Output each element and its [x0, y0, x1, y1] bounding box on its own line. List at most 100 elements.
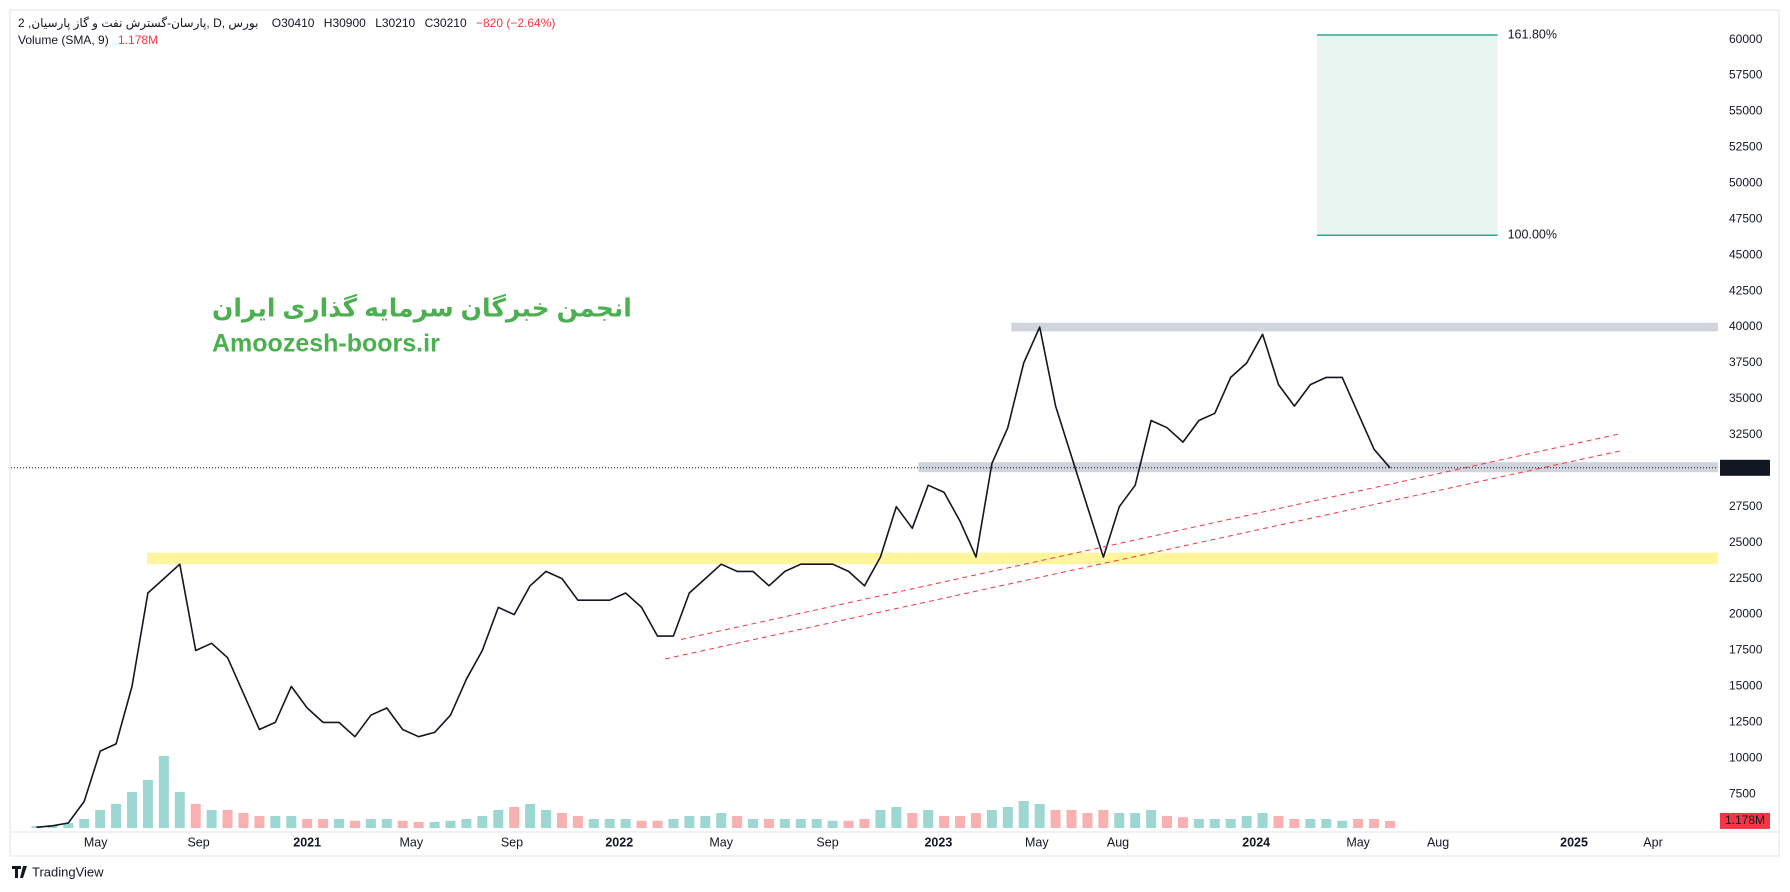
volume-bar	[63, 823, 74, 828]
y-tick-label: 17500	[1729, 643, 1763, 657]
x-tick-label: May	[1346, 835, 1370, 849]
y-tick-label: 47500	[1729, 211, 1763, 225]
volume-bar	[779, 819, 790, 828]
volume-bar	[763, 819, 774, 828]
volume-bar	[413, 822, 424, 828]
volume-bar	[349, 820, 360, 828]
x-tick-label: Aug	[1107, 835, 1129, 849]
last-price-label: 30210	[1728, 460, 1762, 474]
volume-bar	[509, 807, 520, 828]
volume-bar	[748, 819, 759, 828]
x-tick-label: May	[84, 835, 108, 849]
y-tick-label: 7500	[1729, 786, 1756, 800]
header: پارسان-گسترش نفت و گاز پارسیان, 2, D, بو…	[18, 16, 555, 31]
volume-bar	[142, 780, 153, 828]
volume-bar	[1082, 813, 1093, 828]
volume-bar	[572, 816, 583, 828]
volume-bar	[158, 756, 169, 828]
trend-line	[665, 450, 1621, 660]
y-tick-label: 60000	[1729, 32, 1763, 46]
volume-bar	[397, 820, 408, 828]
volume-bar	[302, 819, 313, 828]
volume-bar	[811, 819, 822, 828]
volume-bar	[1289, 819, 1300, 828]
volume-bar	[1193, 819, 1204, 828]
x-tick-label: 2025	[1560, 835, 1588, 849]
volume-bar	[700, 816, 711, 828]
volume-bar	[381, 819, 392, 828]
zone	[1011, 322, 1718, 332]
x-tick-label: Sep	[501, 835, 523, 849]
x-tick-label: May	[400, 835, 424, 849]
volume-bar	[334, 819, 345, 828]
volume-bar	[859, 819, 870, 828]
volume-bar	[652, 820, 663, 828]
volume-bar	[604, 819, 615, 828]
volume-bar	[79, 819, 90, 828]
volume-bar	[795, 819, 806, 828]
volume-bar	[684, 816, 695, 828]
y-tick-label: 25000	[1729, 535, 1763, 549]
volume-bar	[939, 816, 950, 828]
volume-bar	[461, 819, 472, 828]
volume-label: Volume (SMA, 9)	[18, 33, 109, 47]
symbol: پارسان-گسترش نفت و گاز پارسیان, 2, D, بو…	[18, 16, 258, 31]
volume-bar	[238, 813, 249, 828]
y-tick-label: 37500	[1729, 355, 1763, 369]
volume-bar	[955, 816, 966, 828]
y-tick-label: 55000	[1729, 104, 1763, 118]
ohlc-open: O30410	[272, 16, 315, 30]
volume-badge-label: 1.178M	[1725, 813, 1765, 827]
volume-bar	[174, 792, 185, 828]
x-tick-label: May	[1025, 835, 1049, 849]
volume-bar	[556, 813, 567, 828]
price-line	[36, 326, 1391, 829]
volume-bar	[1130, 813, 1141, 828]
y-tick-label: 35000	[1729, 391, 1763, 405]
volume-bar	[668, 819, 679, 828]
x-tick-label: 2023	[924, 835, 952, 849]
volume-bar	[1337, 820, 1348, 828]
volume-bar	[1018, 801, 1029, 828]
y-tick-label: 50000	[1729, 176, 1763, 190]
x-tick-label: 2024	[1242, 835, 1270, 849]
volume-bar	[222, 810, 233, 828]
volume-bar	[923, 810, 934, 828]
volume-bar	[1305, 819, 1316, 828]
volume-bar	[636, 820, 647, 828]
y-tick-label: 10000	[1729, 750, 1763, 764]
volume-bar	[1114, 813, 1125, 828]
volume-bar	[1002, 807, 1013, 828]
trend-line	[680, 433, 1621, 640]
volume-bar	[1353, 819, 1364, 828]
volume-bar	[1066, 810, 1077, 828]
brand: TradingView	[32, 864, 104, 879]
volume-bar	[1177, 817, 1188, 828]
volume-bar	[1241, 816, 1252, 828]
x-tick-label: Apr	[1643, 835, 1662, 849]
brand-icon	[12, 866, 27, 878]
volume-bar	[429, 822, 440, 828]
volume-bar	[1225, 819, 1236, 828]
volume-bar	[477, 816, 488, 828]
y-tick-label: 22500	[1729, 571, 1763, 585]
volume-bar	[843, 820, 854, 828]
y-tick-label: 20000	[1729, 607, 1763, 621]
volume-bar	[445, 820, 456, 828]
volume-bar	[1209, 819, 1220, 828]
volume-bar	[1384, 820, 1395, 828]
volume-bar	[1050, 810, 1061, 828]
volume-bar	[1257, 813, 1268, 828]
x-tick-label: May	[709, 835, 733, 849]
volume-bar	[1146, 810, 1157, 828]
y-tick-label: 45000	[1729, 247, 1763, 261]
volume-bar	[206, 810, 217, 828]
x-tick-label: 2021	[293, 835, 321, 849]
ohlc-high: H30900	[324, 16, 366, 30]
volume-bar	[1098, 810, 1109, 828]
volume-bar	[95, 810, 106, 828]
fib-label: 100.00%	[1508, 228, 1557, 242]
fib-box	[1317, 35, 1498, 236]
